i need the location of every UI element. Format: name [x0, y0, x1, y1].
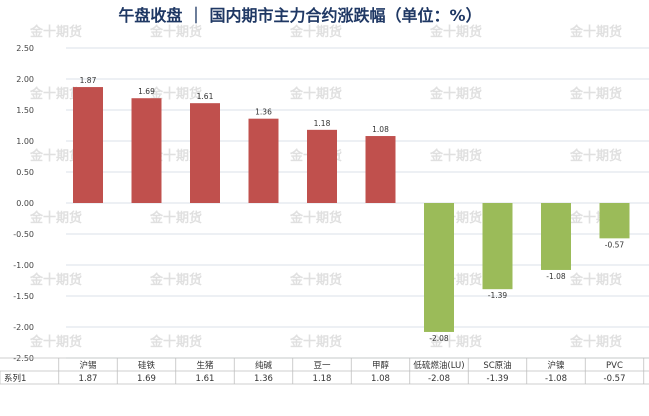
table-row-label: 系列1: [4, 373, 26, 384]
category-label: 生猪: [196, 360, 214, 371]
category-label: 硅铁: [138, 360, 156, 371]
category-label: 沪锡: [79, 360, 97, 371]
bar-8: [541, 203, 571, 270]
y-tick-label: -2.00: [13, 323, 34, 332]
table-cell: 1.36: [254, 374, 273, 384]
data-label: -1.08: [546, 272, 566, 281]
y-tick-label: 1.50: [16, 106, 34, 115]
table-cell: -2.08: [428, 374, 450, 384]
watermark-text: 金十期货: [569, 86, 622, 102]
bar-2: [190, 103, 220, 203]
watermark-text: 金十期货: [289, 334, 342, 350]
watermark-text: 金十期货: [29, 24, 82, 40]
category-label: 沪镍: [547, 360, 565, 371]
data-label: 1.18: [314, 119, 331, 128]
bar-5: [365, 136, 396, 203]
watermark-text: 金十期货: [569, 334, 622, 350]
watermark-text: 金十期货: [149, 148, 202, 164]
watermark-text: 金十期货: [149, 86, 202, 102]
bar-0: [73, 87, 103, 203]
watermark-text: 金十期货: [149, 272, 202, 288]
watermark-text: 金十期货: [429, 24, 482, 40]
bar-1: [131, 98, 162, 203]
table-cell: 1.61: [196, 374, 215, 384]
bar-3: [248, 118, 279, 203]
watermark-text: 金十期货: [289, 86, 342, 102]
data-label: 1.61: [197, 92, 214, 101]
table-cell: 1.18: [313, 374, 332, 384]
watermark-text: 金十期货: [569, 24, 622, 40]
bar-9: [599, 203, 630, 239]
watermark-text: 金十期货: [429, 334, 482, 350]
y-tick-label: -1.00: [13, 261, 34, 270]
data-labels: 1.87 1.69 1.61 1.36 1.18 1.08 -2.08 -1.39 -1.08 -…: [80, 76, 625, 343]
watermark-text: 金十期货: [289, 210, 342, 226]
data-label: -2.08: [429, 334, 449, 343]
data-label: 1.87: [80, 76, 97, 85]
table-cell: -0.57: [604, 374, 626, 384]
table-cell: -1.39: [487, 374, 509, 384]
data-table: 系列1 沪锡 1.87 硅铁 1.69 生猪 1.61 纯碱 1.36 豆一 1.18 甲醇 1.08 低…: [0, 357, 649, 385]
data-label: 1.69: [138, 87, 155, 96]
data-label: -0.57: [605, 240, 625, 249]
watermark-text: 金十期货: [289, 24, 342, 40]
category-label: 低硫燃油(LU): [413, 360, 464, 371]
category-label: SC原油: [483, 360, 511, 371]
watermark-text: 金十期货: [29, 272, 82, 288]
bar-7: [482, 203, 513, 290]
chart-title: 午盘收盘 ｜ 国内期市主力合约涨跌幅（单位：%）: [118, 6, 481, 25]
y-tick-label: 1.00: [16, 137, 34, 146]
watermark-text: 金十期货: [289, 272, 342, 288]
y-tick-label: -2.50: [13, 354, 34, 363]
category-label: 豆一: [313, 361, 331, 371]
table-cell: 1.87: [79, 374, 98, 384]
bar-6: [424, 203, 454, 332]
table-cell: 1.69: [137, 374, 156, 384]
watermark-text: 金十期货: [149, 210, 202, 226]
y-tick-label: 0.50: [16, 168, 34, 177]
table-cell: -1.08: [545, 374, 567, 384]
table-cell: 1.08: [371, 374, 390, 384]
watermark-text: 金十期货: [569, 148, 622, 164]
y-tick-label: -1.50: [13, 292, 34, 301]
y-tick-label: 2.00: [16, 75, 34, 84]
watermark-text: 金十期货: [29, 210, 82, 226]
y-tick-label: -0.50: [13, 230, 34, 239]
category-label: 纯碱: [255, 360, 273, 371]
watermark-text: 金十期货: [569, 272, 622, 288]
watermark-text: 金十期货: [29, 86, 82, 102]
watermark-text: 金十期货: [149, 24, 202, 40]
data-label: 1.36: [255, 108, 272, 117]
data-label: -1.39: [488, 291, 508, 300]
y-tick-label: 2.50: [16, 44, 34, 53]
bars: [73, 87, 630, 332]
data-label: 1.08: [372, 125, 389, 134]
bar-4: [307, 129, 337, 203]
y-axis-ticks: 2.50 2.00 1.50 1.00 0.50 0.00 -0.50 -1.00 -1.50 -…: [13, 44, 34, 363]
watermark-text: 金十期货: [429, 148, 482, 164]
watermark-text: 金十期货: [429, 86, 482, 102]
watermark-text: 金十期货: [29, 334, 82, 350]
watermark-text: 金十期货: [149, 334, 202, 350]
watermark-text: 金十期货: [29, 148, 82, 164]
y-tick-label: 0.00: [16, 199, 34, 208]
category-label: 甲醇: [372, 360, 390, 371]
category-label: PVC: [606, 361, 623, 371]
